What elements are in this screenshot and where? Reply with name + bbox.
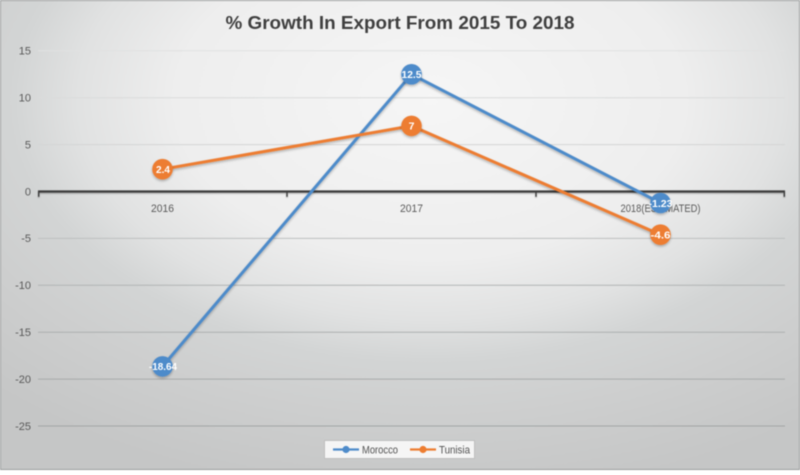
svg-text:15: 15 (19, 46, 31, 58)
svg-text:% Growth In Export From 2015 T: % Growth In Export From 2015 To 2018 (226, 12, 575, 33)
svg-text:-10: -10 (15, 280, 31, 292)
svg-text:-5: -5 (21, 233, 31, 245)
svg-text:2016: 2016 (151, 203, 174, 215)
svg-text:2017: 2017 (400, 203, 423, 215)
svg-text:-25: -25 (15, 421, 31, 433)
svg-text:5: 5 (25, 139, 31, 151)
svg-text:7: 7 (409, 121, 415, 133)
svg-text:12.5: 12.5 (402, 69, 422, 81)
svg-text:-1.23: -1.23 (649, 198, 673, 210)
svg-text:-20: -20 (15, 374, 31, 386)
svg-text:Tunisia: Tunisia (439, 444, 471, 456)
svg-text:2.4: 2.4 (156, 164, 170, 176)
svg-text:0: 0 (25, 186, 31, 198)
svg-text:-4.6: -4.6 (651, 230, 671, 242)
svg-text:-18.64: -18.64 (149, 361, 177, 373)
svg-text:-15: -15 (15, 327, 31, 339)
svg-text:10: 10 (19, 93, 31, 105)
svg-text:Morocco: Morocco (362, 444, 398, 456)
